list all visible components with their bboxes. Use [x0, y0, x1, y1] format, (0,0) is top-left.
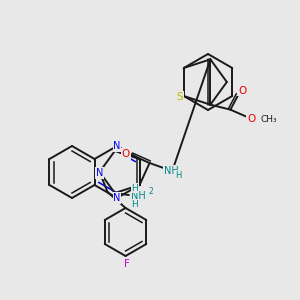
Text: N: N: [96, 168, 103, 178]
Text: NH: NH: [131, 191, 146, 201]
Text: N: N: [113, 141, 121, 151]
Text: O: O: [247, 114, 256, 124]
Text: F: F: [124, 259, 130, 269]
Text: H: H: [131, 200, 138, 208]
Text: N: N: [113, 193, 121, 203]
Text: CH₃: CH₃: [260, 115, 277, 124]
Text: 2: 2: [149, 187, 154, 196]
Text: NH: NH: [164, 166, 179, 176]
Text: S: S: [176, 92, 183, 102]
Text: O: O: [238, 86, 247, 96]
Text: H: H: [176, 170, 182, 179]
Text: O: O: [122, 149, 130, 159]
Text: H: H: [131, 184, 138, 193]
